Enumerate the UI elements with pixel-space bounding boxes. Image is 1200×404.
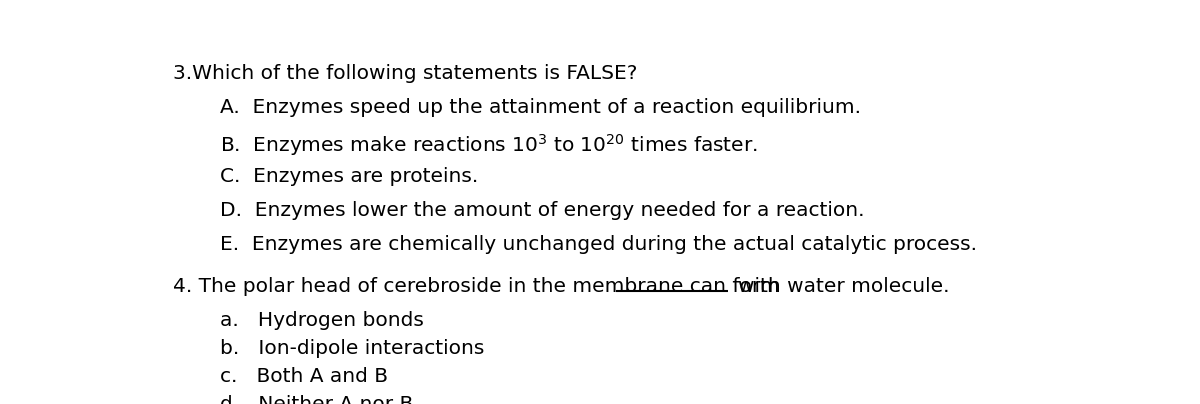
Text: 4. The polar head of cerebroside in the membrane can form: 4. The polar head of cerebroside in the … bbox=[173, 277, 780, 296]
Text: A.  Enzymes speed up the attainment of a reaction equilibrium.: A. Enzymes speed up the attainment of a … bbox=[220, 98, 860, 117]
Text: c.   Both A and B: c. Both A and B bbox=[220, 367, 388, 386]
Text: B.  Enzymes make reactions $10^3$ to $10^{20}$ times faster.: B. Enzymes make reactions $10^3$ to $10^… bbox=[220, 133, 757, 158]
Text: E.  Enzymes are chemically unchanged during the actual catalytic process.: E. Enzymes are chemically unchanged duri… bbox=[220, 235, 977, 254]
Text: d.   Neither A nor B: d. Neither A nor B bbox=[220, 396, 413, 404]
Text: a.   Hydrogen bonds: a. Hydrogen bonds bbox=[220, 311, 424, 330]
Text: C.  Enzymes are proteins.: C. Enzymes are proteins. bbox=[220, 167, 478, 186]
Text: 3.Which of the following statements is FALSE?: 3.Which of the following statements is F… bbox=[173, 64, 637, 83]
Text: with water molecule.: with water molecule. bbox=[738, 277, 949, 296]
Text: D.  Enzymes lower the amount of energy needed for a reaction.: D. Enzymes lower the amount of energy ne… bbox=[220, 201, 864, 220]
Text: b.   Ion-dipole interactions: b. Ion-dipole interactions bbox=[220, 339, 484, 358]
